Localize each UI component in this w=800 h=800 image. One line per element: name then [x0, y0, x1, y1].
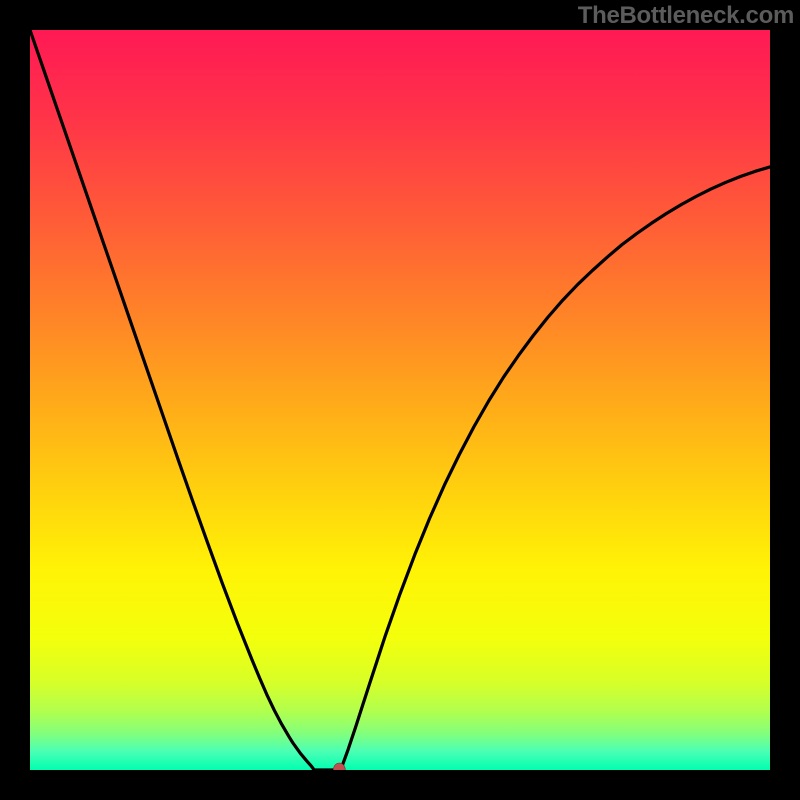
- watermark-text: TheBottleneck.com: [578, 2, 794, 30]
- chart-frame: TheBottleneck.com: [0, 0, 800, 800]
- bottleneck-curve: [30, 30, 770, 770]
- curve-svg: [30, 30, 770, 770]
- plot-area: [30, 30, 770, 770]
